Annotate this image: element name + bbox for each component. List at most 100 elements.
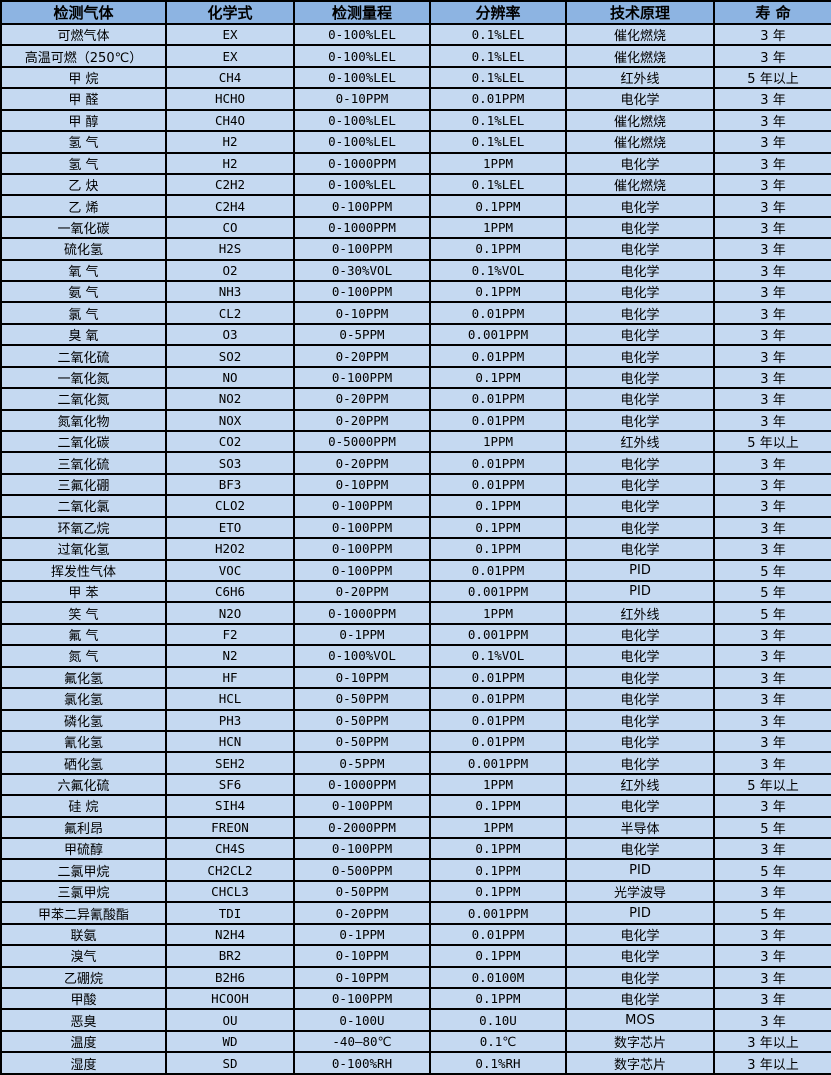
table-row: 甲 醛 HCHO 0-10PPM 0.01PPM 电化学 3 年 [0,87,831,111]
cell-principle: 催化燃烧 [565,172,715,197]
cell-resolution: 0.1%VOL [429,258,567,283]
cell-lifespan: 5 年 [713,858,831,882]
table-row: 甲苯二异氰酸酯 TDI 0-20PPM 0.001PPM PID 5 年 [0,901,831,925]
table-row: 环氧乙烷 ETO 0-100PPM 0.1PPM 电化学 3 年 [0,515,831,540]
table-row: 氯化氢 HCL 0-50PPM 0.01PPM 电化学 3 年 [0,687,831,711]
cell-gas-name: 笑 气 [0,601,167,625]
cell-lifespan: 5 年 [713,601,831,625]
cell-principle: 电化学 [565,837,715,861]
table-row: 三氟化硼 BF3 0-10PPM 0.01PPM 电化学 3 年 [0,472,831,497]
header-row: 检测气体 化学式 检测量程 分辨率 技术原理 寿 命 [0,0,831,25]
cell-gas-name: 二氧化氮 [0,387,167,411]
cell-formula: SO2 [165,344,295,368]
cell-gas-name: 甲硫醇 [0,837,167,861]
cell-resolution: 0.1%RH [429,1051,567,1075]
cell-resolution: 0.1℃ [429,1029,567,1054]
table-row: 二氧化氯 CLO2 0-100PPM 0.1PPM 电化学 3 年 [0,494,831,518]
cell-lifespan: 3 年 [713,751,831,775]
cell-range: 0-2000PPM [293,815,431,840]
cell-gas-name: 甲 烷 [0,65,167,90]
cell-formula: H2O2 [165,537,295,561]
cell-principle: 电化学 [565,622,715,647]
cell-resolution: 0.01PPM [429,922,567,947]
cell-lifespan: 3 年 [713,301,831,325]
column-header-range: 检测量程 [293,0,431,25]
cell-resolution: 0.01PPM [429,344,567,368]
spec-table-body: 可燃气体 EX 0-100%LEL 0.1%LEL 催化燃烧 3 年 高温可燃（… [0,22,831,1075]
table-row: 挥发性气体 VOC 0-100PPM 0.01PPM PID 5 年 [0,558,831,582]
cell-gas-name: 氧 气 [0,258,167,283]
cell-resolution: 1PPM [429,601,567,625]
table-row: 六氟化硫 SF6 0-1000PPM 1PPM 红外线 5 年以上 [0,772,831,797]
cell-lifespan: 3 年 [713,965,831,990]
table-row: 氢 气 H2 0-100%LEL 0.1%LEL 催化燃烧 3 年 [0,130,831,154]
table-row: 氟化氢 HF 0-10PPM 0.01PPM 电化学 3 年 [0,665,831,690]
cell-gas-name: 臭 氧 [0,322,167,347]
cell-gas-name: 三氧化硫 [0,451,167,475]
cell-gas-name: 环氧乙烷 [0,515,167,540]
table-row: 温度 WD -40—80℃ 0.1℃ 数字芯片 3 年以上 [0,1029,831,1054]
cell-range: 0-20PPM [293,344,431,368]
cell-range: 0-50PPM [293,708,431,732]
cell-principle: MOS [565,1008,715,1032]
cell-gas-name: 高温可燃（250℃） [0,44,167,68]
cell-principle: 电化学 [565,237,715,261]
cell-principle: PID [565,901,715,925]
cell-resolution: 0.0100M [429,965,567,990]
cell-range: 0-50PPM [293,687,431,711]
cell-lifespan: 5 年 [713,579,831,604]
table-row: 二氧化碳 CO2 0-5000PPM 1PPM 红外线 5 年以上 [0,429,831,454]
cell-formula: NO2 [165,387,295,411]
cell-lifespan: 3 年 [713,472,831,497]
cell-lifespan: 3 年 [713,172,831,197]
table-row: 笑 气 N2O 0-1000PPM 1PPM 红外线 5 年 [0,601,831,625]
table-row: 氮氧化物 NOX 0-20PPM 0.01PPM 电化学 3 年 [0,408,831,433]
cell-lifespan: 3 年 [713,194,831,218]
cell-principle: 红外线 [565,601,715,625]
table-row: 二氧化氮 NO2 0-20PPM 0.01PPM 电化学 3 年 [0,387,831,411]
cell-formula: BR2 [165,944,295,968]
cell-formula: FREON [165,815,295,840]
cell-resolution: 0.01PPM [429,451,567,475]
table-row: 湿度 SD 0-100%RH 0.1%RH 数字芯片 3 年以上 [0,1051,831,1075]
cell-formula: F2 [165,622,295,647]
cell-gas-name: 甲 醛 [0,87,167,111]
cell-resolution: 0.1PPM [429,944,567,968]
cell-lifespan: 3 年 [713,944,831,968]
table-row: 甲 醇 CH4O 0-100%LEL 0.1%LEL 催化燃烧 3 年 [0,108,831,133]
cell-range: 0-30%VOL [293,258,431,283]
cell-gas-name: 三氯甲烷 [0,879,167,904]
cell-resolution: 1PPM [429,151,567,175]
cell-range: 0-5000PPM [293,429,431,454]
cell-gas-name: 氯 气 [0,301,167,325]
cell-resolution: 1PPM [429,815,567,840]
cell-gas-name: 甲 醇 [0,108,167,133]
cell-range: 0-100PPM [293,237,431,261]
cell-principle: 半导体 [565,815,715,840]
cell-resolution: 0.1%LEL [429,130,567,154]
cell-gas-name: 可燃气体 [0,22,167,47]
cell-resolution: 1PPM [429,429,567,454]
cell-lifespan: 3 年 [713,408,831,433]
cell-gas-name: 二氯甲烷 [0,858,167,882]
cell-lifespan: 3 年 [713,258,831,283]
cell-principle: 电化学 [565,194,715,218]
cell-principle: 电化学 [565,537,715,561]
cell-formula: WD [165,1029,295,1054]
cell-range: 0-100PPM [293,365,431,390]
cell-formula: N2O [165,601,295,625]
column-header-gas: 检测气体 [0,0,167,25]
table-row: 硅 烷 SIH4 0-100PPM 0.1PPM 电化学 3 年 [0,794,831,818]
cell-lifespan: 3 年 [713,537,831,561]
cell-range: 0-5PPM [293,751,431,775]
cell-resolution: 0.01PPM [429,387,567,411]
cell-formula: SF6 [165,772,295,797]
table-row: 高温可燃（250℃） EX 0-100%LEL 0.1%LEL 催化燃烧 3 年 [0,44,831,68]
cell-resolution: 0.001PPM [429,901,567,925]
cell-formula: SD [165,1051,295,1075]
cell-principle: 电化学 [565,87,715,111]
cell-formula: CH2CL2 [165,858,295,882]
cell-principle: 电化学 [565,751,715,775]
cell-range: 0-100%RH [293,1051,431,1075]
